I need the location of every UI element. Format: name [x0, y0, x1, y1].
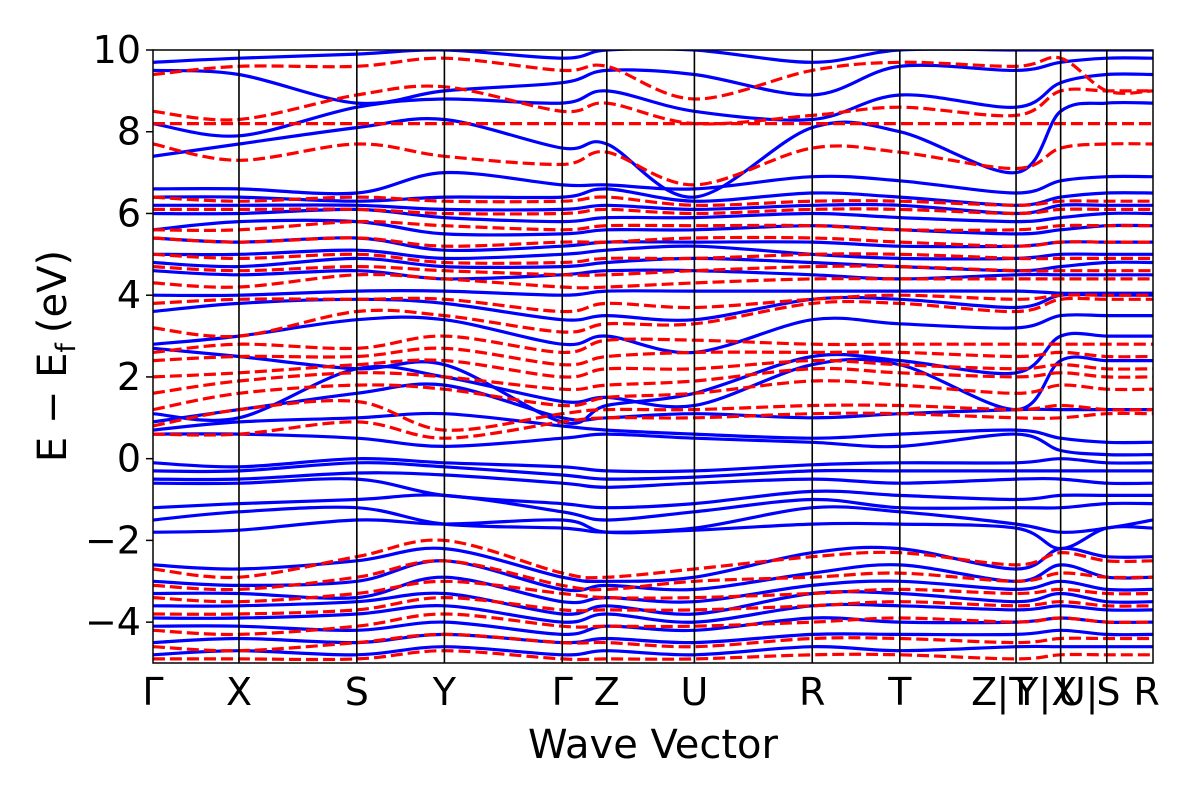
- solid-band-line: [153, 244, 1153, 261]
- solid-band-line: [153, 202, 1153, 216]
- x-tick-label: Γ: [142, 670, 163, 714]
- solid-band-line: [153, 72, 1153, 138]
- y-axis-label-subscript: f: [51, 342, 82, 353]
- x-tick-label: |T: [996, 670, 1033, 715]
- x-tick-label: Γ: [552, 670, 573, 714]
- x-tick-label: S: [345, 670, 369, 714]
- dashed-band-line: [153, 235, 1153, 248]
- plot-frame: [152, 49, 1154, 664]
- dashed-band-line: [153, 398, 1153, 432]
- x-tick-label: Y: [432, 670, 457, 714]
- dashed-band-line: [153, 538, 1153, 580]
- dashed-band-line: [153, 346, 1153, 367]
- x-tick-label: R: [799, 670, 825, 714]
- x-tick-label: T: [887, 670, 912, 714]
- dashed-band-line: [153, 334, 1153, 355]
- solid-band-line: [153, 559, 1153, 593]
- kpoint-divider-lines: [238, 50, 1108, 663]
- solid-band-line: [153, 411, 1153, 445]
- solid-band-line: [153, 170, 1153, 196]
- y-tick-label: −4: [85, 600, 141, 644]
- solid-band-line: [153, 602, 1153, 624]
- solid-band-line: [153, 313, 1153, 355]
- dashed-band-line: [153, 366, 1153, 395]
- dashed-band-line: [153, 142, 1153, 187]
- y-tick-label: 6: [117, 191, 141, 235]
- dashed-band-line: [153, 649, 1153, 662]
- dashed-band-line: [153, 84, 1153, 126]
- solid-band-line: [153, 477, 1153, 510]
- y-tick-label: 8: [117, 110, 141, 154]
- dashed-band-line: [153, 595, 1153, 616]
- dashed-band-line: [153, 379, 1153, 412]
- dashed-band-line: [153, 219, 1153, 233]
- solid-band-line: [153, 518, 1153, 551]
- series-layer: [153, 50, 1153, 662]
- dashed-band-line: [153, 207, 1153, 216]
- dashed-band-line: [153, 264, 1153, 277]
- dashed-band-line: [153, 293, 1153, 314]
- dashed-band-line: [153, 55, 1153, 101]
- y-tick-label: 10: [93, 28, 141, 72]
- dashed-bands-series: [153, 55, 1153, 662]
- solid-band-line: [153, 288, 1153, 298]
- x-tick-label: X: [226, 670, 252, 714]
- dashed-band-line: [153, 579, 1153, 604]
- solid-band-line: [153, 644, 1153, 657]
- solid-band-line: [153, 575, 1153, 605]
- solid-band-line: [153, 628, 1153, 645]
- solid-band-line: [153, 616, 1153, 637]
- x-tick-label: U: [680, 670, 708, 714]
- dashed-band-line: [153, 411, 1153, 440]
- y-axis-label-main: E − E: [30, 353, 76, 463]
- dashed-band-line: [153, 559, 1153, 592]
- solid-band-line: [153, 457, 1153, 474]
- dashed-band-line: [153, 296, 1153, 339]
- solid-band-line: [153, 461, 1153, 481]
- y-tick-label: 0: [117, 437, 141, 481]
- solid-band-line: [153, 187, 1153, 207]
- dashed-band-line: [153, 632, 1153, 653]
- y-tick-label: −2: [85, 518, 141, 562]
- y-tick-label: 2: [117, 355, 141, 399]
- y-axis-label-unit: (eV): [30, 250, 76, 333]
- solid-band-line: [153, 590, 1153, 616]
- dashed-band-line: [153, 612, 1153, 637]
- x-tick-label: Z: [971, 670, 997, 714]
- solid-band-line: [153, 382, 1153, 424]
- y-axis-ticks: −4 −2 0 2 4 6 8 10: [85, 28, 153, 644]
- dashed-band-line: [153, 272, 1153, 290]
- x-axis-ticks: Γ X S Y Γ Z U R T Z |TY|XU|S R: [142, 670, 1159, 715]
- solid-band-line: [153, 432, 1153, 457]
- dashed-band-line: [153, 195, 1153, 207]
- solid-band-line: [153, 56, 1153, 106]
- solid-band-line: [153, 505, 1153, 534]
- solid-band-line: [153, 50, 1153, 64]
- x-tick-label: R: [1133, 670, 1159, 714]
- x-tick-label: Z: [594, 670, 620, 714]
- solid-band-line: [153, 471, 1153, 489]
- solid-band-line: [153, 493, 1153, 522]
- x-axis-label: Wave Vector: [528, 722, 779, 768]
- x-tick-label: Y|X: [1014, 670, 1077, 715]
- y-axis-label: E − Ef (eV): [30, 250, 82, 462]
- x-tick-label: S: [1096, 670, 1120, 714]
- x-tick-label: U|: [1058, 670, 1099, 715]
- y-tick-label: 4: [117, 273, 141, 317]
- dashed-band-line: [153, 358, 1153, 379]
- dashed-band-line: [153, 252, 1153, 265]
